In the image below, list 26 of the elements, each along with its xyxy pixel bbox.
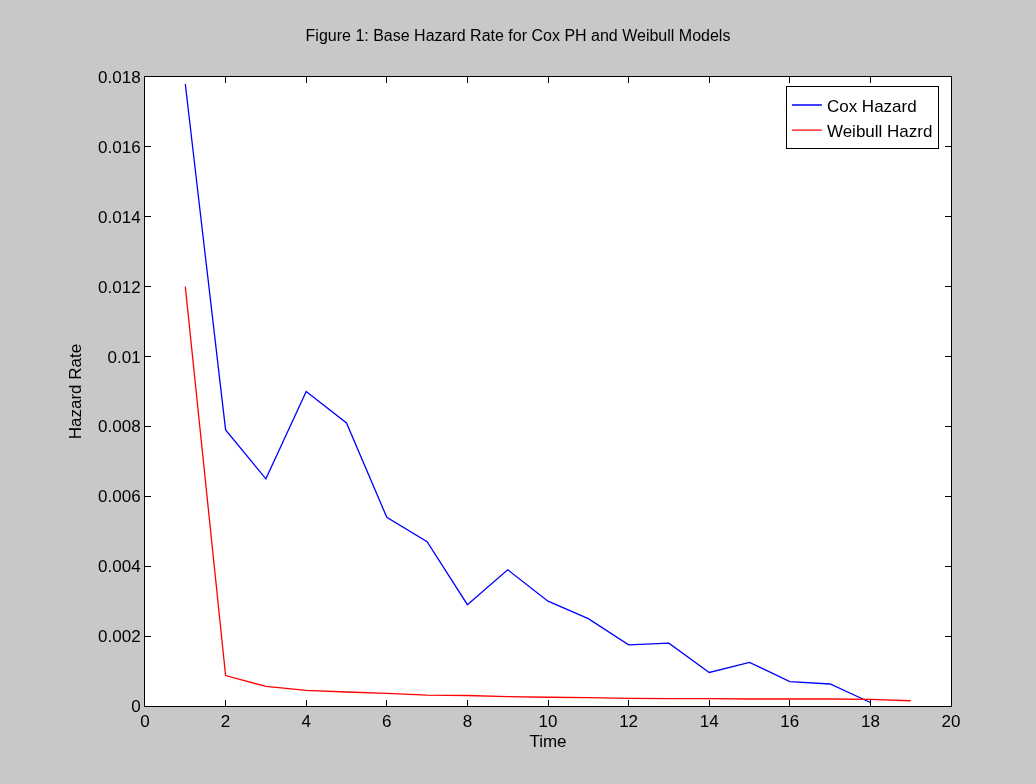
x-tick-label: 20 [941, 712, 961, 732]
x-tick-label: 6 [382, 712, 392, 732]
x-axis-title: Time [529, 731, 567, 751]
y-tick-label: 0.014 [98, 207, 141, 227]
y-tick-label: 0.008 [98, 417, 141, 437]
x-tick-label: 12 [619, 712, 639, 732]
chart-title: Figure 1: Base Hazard Rate for Cox PH and Weibull Models [305, 26, 731, 44]
y-tick-label: 0 [131, 696, 141, 716]
legend-label: Weibull Hazrd [826, 121, 933, 141]
x-tick-label: 10 [538, 712, 558, 732]
x-tick-label: 8 [462, 712, 473, 732]
line-series [184, 286, 912, 702]
y-tick-label: 0.012 [98, 277, 141, 297]
y-tick-label: 0.018 [98, 67, 141, 87]
y-tick-label: 0.004 [98, 557, 141, 577]
x-tick-label: 14 [699, 712, 719, 732]
legend-label: Cox Hazard [826, 96, 917, 116]
x-tick-label: 18 [860, 712, 880, 732]
x-tick-label: 4 [301, 712, 311, 732]
y-tick-label: 0.016 [98, 137, 141, 157]
y-tick-label: 0.006 [98, 487, 141, 507]
y-tick-label: 0.002 [98, 627, 141, 647]
x-tick-label: 16 [780, 712, 800, 732]
y-tick-label: 0.01 [107, 347, 141, 367]
y-axis-title: Hazard Rate [65, 343, 85, 440]
x-tick-label: 2 [220, 712, 231, 732]
